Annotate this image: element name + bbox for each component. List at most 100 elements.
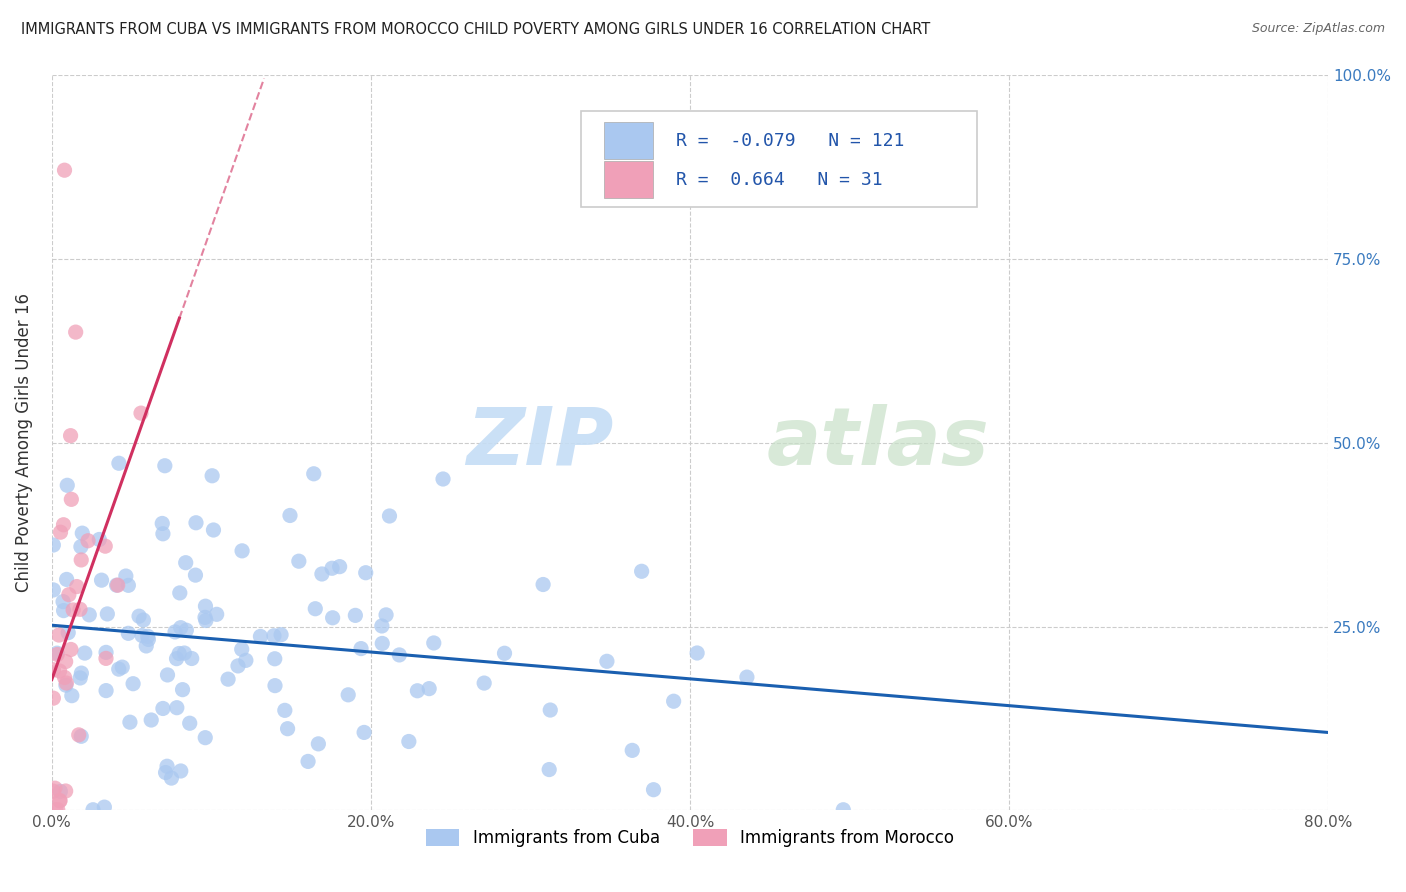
Point	[118, 715, 141, 730]
Point	[353, 725, 375, 739]
Point	[44, 781, 66, 796]
Point	[170, 764, 193, 778]
Point	[82, 803, 104, 817]
Point	[263, 652, 285, 666]
Point	[643, 782, 665, 797]
Point	[173, 646, 195, 660]
Point	[202, 523, 225, 537]
Point	[274, 703, 297, 717]
Point	[160, 771, 183, 785]
Point	[52, 517, 75, 532]
Point	[472, 676, 495, 690]
Point	[53, 670, 76, 684]
Point	[48, 794, 70, 808]
Text: ZIP: ZIP	[465, 403, 613, 482]
Point	[107, 578, 129, 592]
Point	[49, 794, 72, 808]
Point	[94, 683, 117, 698]
Point	[156, 668, 179, 682]
Point	[302, 467, 325, 481]
Point	[72, 526, 94, 541]
Point	[46, 648, 69, 662]
Point	[231, 544, 253, 558]
Point	[278, 508, 301, 523]
Point	[60, 492, 83, 507]
Point	[169, 586, 191, 600]
Point	[96, 607, 118, 621]
Point	[94, 539, 117, 553]
Point	[231, 642, 253, 657]
Point	[249, 629, 271, 643]
Point	[167, 647, 190, 661]
Legend: Immigrants from Cuba, Immigrants from Morocco: Immigrants from Cuba, Immigrants from Mo…	[419, 822, 960, 854]
Point	[69, 602, 91, 616]
Point	[371, 636, 394, 650]
Point	[49, 525, 72, 540]
Point	[42, 663, 65, 677]
Point	[52, 594, 75, 608]
Point	[329, 559, 352, 574]
Point	[288, 554, 311, 568]
Point	[90, 573, 112, 587]
Point	[494, 646, 516, 660]
Text: Source: ZipAtlas.com: Source: ZipAtlas.com	[1251, 22, 1385, 36]
Point	[388, 648, 411, 662]
Point	[55, 573, 77, 587]
Point	[58, 588, 80, 602]
Point	[59, 642, 82, 657]
Point	[107, 662, 129, 676]
Point	[117, 578, 139, 592]
Point	[117, 626, 139, 640]
Point	[174, 556, 197, 570]
Point	[56, 478, 79, 492]
Point	[321, 561, 343, 575]
Point	[42, 538, 65, 552]
Point	[166, 700, 188, 714]
Point	[662, 694, 685, 708]
Text: R =  -0.079   N = 121: R = -0.079 N = 121	[676, 132, 904, 150]
Point	[55, 655, 77, 669]
Point	[217, 672, 239, 686]
Point	[46, 646, 69, 660]
Point	[135, 639, 157, 653]
Point	[406, 683, 429, 698]
Point	[398, 734, 420, 748]
FancyBboxPatch shape	[605, 161, 652, 198]
Point	[263, 629, 285, 643]
Point	[832, 803, 855, 817]
Point	[166, 651, 188, 665]
Point	[194, 610, 217, 624]
Point	[538, 703, 561, 717]
Point	[194, 614, 217, 628]
Point	[378, 508, 401, 523]
Text: atlas: atlas	[766, 403, 990, 482]
Point	[52, 604, 75, 618]
Point	[170, 621, 193, 635]
Point	[686, 646, 709, 660]
Point	[337, 688, 360, 702]
Point	[93, 800, 115, 814]
Point	[46, 803, 69, 817]
Point	[297, 755, 319, 769]
Point	[45, 803, 67, 817]
Point	[235, 653, 257, 667]
Point	[311, 566, 333, 581]
Point	[94, 651, 117, 665]
Point	[596, 654, 619, 668]
Point	[179, 716, 201, 731]
Point	[105, 578, 128, 592]
Point	[48, 628, 70, 642]
Point	[122, 676, 145, 690]
Point	[277, 722, 299, 736]
Point	[194, 599, 217, 614]
Point	[152, 526, 174, 541]
Point	[307, 737, 329, 751]
Point	[59, 428, 82, 442]
Point	[108, 456, 131, 470]
Point	[136, 629, 159, 643]
Point	[344, 608, 367, 623]
Point	[621, 743, 644, 757]
Point	[70, 729, 93, 743]
Point	[538, 763, 561, 777]
Point	[49, 784, 72, 798]
